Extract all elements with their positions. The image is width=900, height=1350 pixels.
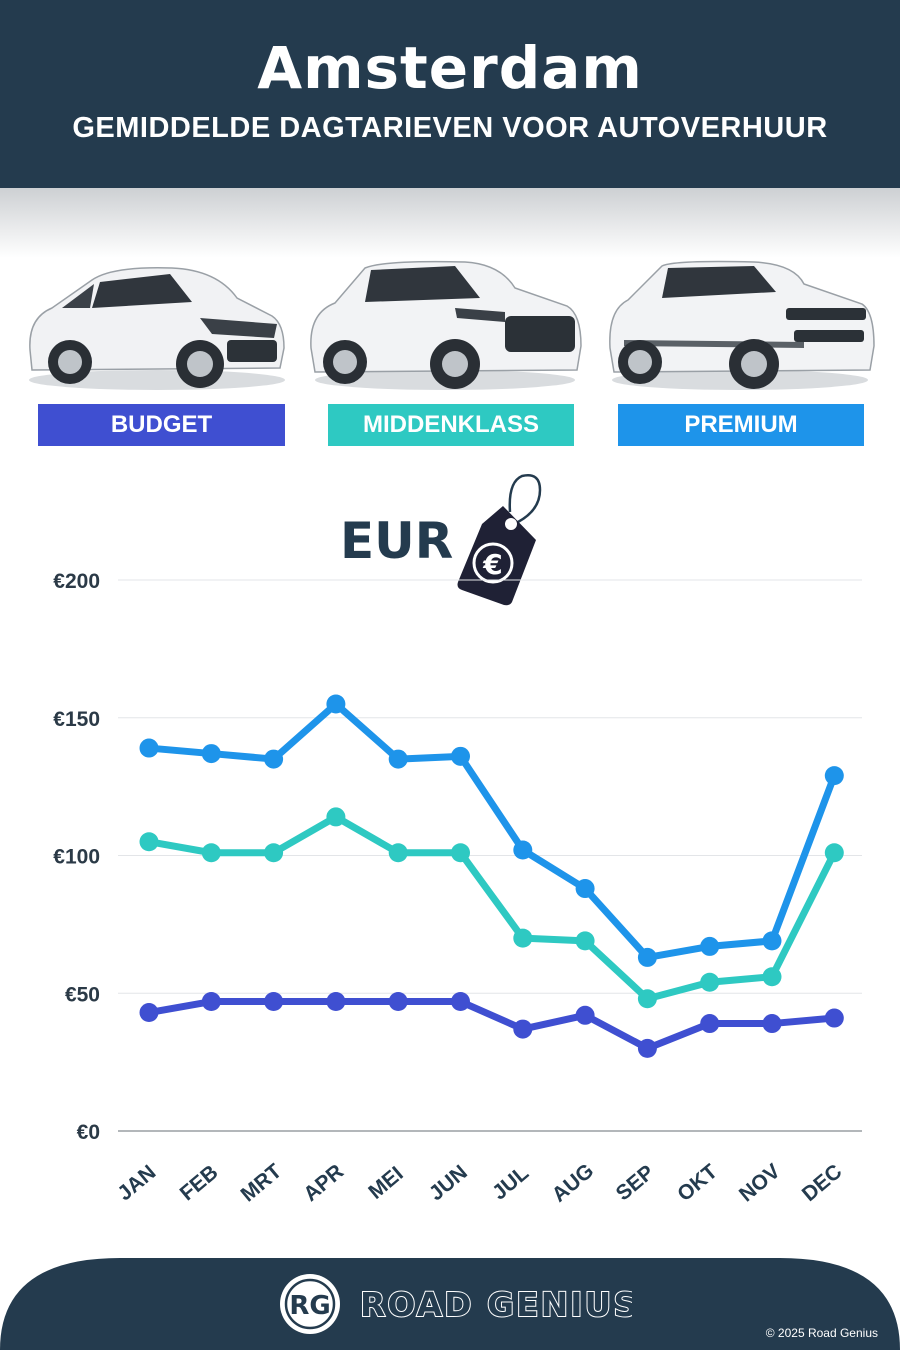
data-point xyxy=(824,843,844,863)
x-tick-label: DEC xyxy=(798,1160,847,1206)
header: Amsterdam GEMIDDELDE DAGTARIEVEN VOOR AU… xyxy=(0,0,900,188)
data-point xyxy=(139,738,159,758)
data-point xyxy=(264,992,284,1012)
data-point xyxy=(824,766,844,786)
road-genius-logo: RG ROAD GENIUS xyxy=(280,1274,632,1334)
currency-label: EUR xyxy=(340,512,454,570)
premium-car-image xyxy=(609,260,875,390)
category-badge-midsize: MIDDENKLASS xyxy=(328,404,574,446)
data-point xyxy=(326,694,346,714)
x-tick-label: JUL xyxy=(488,1161,533,1204)
x-tick-label: AUG xyxy=(548,1159,599,1207)
data-point xyxy=(264,843,284,863)
data-point xyxy=(700,936,720,956)
x-tick-label: MEI xyxy=(364,1162,407,1204)
x-tick-label: APR xyxy=(299,1160,348,1206)
data-point xyxy=(513,840,533,860)
data-point xyxy=(201,992,221,1012)
data-point xyxy=(451,746,470,766)
series-line xyxy=(145,700,838,961)
data-point xyxy=(451,843,470,863)
series-line xyxy=(145,813,838,1003)
category-badge-premium: PREMIUM xyxy=(618,404,864,446)
x-tick-label: NOV xyxy=(735,1160,785,1207)
header-shadow xyxy=(0,188,900,258)
data-point xyxy=(575,931,595,951)
data-point xyxy=(637,989,657,1009)
data-point xyxy=(264,749,284,769)
logo-brand-name: ROAD GENIUS xyxy=(360,1285,632,1324)
x-tick-label: SEP xyxy=(612,1161,659,1206)
rental-price-chart: €0 €50 €100 €150 €200 JAN FEB MRT APR MEI JUN JUL A… xyxy=(53,570,862,1207)
midsize-car-image xyxy=(310,260,582,390)
data-point xyxy=(326,807,346,827)
data-point xyxy=(201,843,221,863)
x-tick-label: JAN xyxy=(113,1161,160,1206)
series-middenklass xyxy=(139,807,844,1009)
logo-initials: RG xyxy=(289,1291,330,1321)
data-point xyxy=(637,947,657,967)
category-badge-budget: BUDGET xyxy=(38,404,285,446)
data-point xyxy=(326,992,346,1012)
series-premium xyxy=(139,694,844,967)
footer-band xyxy=(0,1258,900,1350)
budget-car-image xyxy=(29,267,285,390)
svg-text:€: € xyxy=(482,548,502,581)
data-point xyxy=(139,832,159,852)
data-point xyxy=(762,931,782,951)
data-point xyxy=(762,1014,782,1034)
data-point xyxy=(513,928,533,948)
series-line xyxy=(145,998,838,1052)
data-point xyxy=(388,749,408,769)
data-point xyxy=(637,1038,657,1058)
x-tick-label: OKT xyxy=(673,1160,722,1206)
data-point xyxy=(139,1003,159,1023)
data-point xyxy=(451,992,470,1012)
y-tick-label: €150 xyxy=(53,708,100,731)
data-point xyxy=(575,879,595,899)
page-subtitle: GEMIDDELDE DAGTARIEVEN VOOR AUTOVERHUUR xyxy=(72,112,828,144)
x-tick-label: FEB xyxy=(176,1161,223,1206)
y-tick-label: €0 xyxy=(77,1121,100,1144)
data-point xyxy=(824,1008,844,1028)
y-tick-label: €50 xyxy=(65,983,100,1006)
data-point xyxy=(575,1005,595,1025)
series-budget xyxy=(139,992,844,1058)
y-tick-label: €100 xyxy=(53,846,100,869)
data-point xyxy=(762,967,782,987)
data-point xyxy=(201,744,221,764)
data-point xyxy=(388,843,408,863)
data-point xyxy=(700,972,720,992)
data-point xyxy=(388,992,408,1012)
x-tick-label: JUN xyxy=(425,1161,472,1206)
data-point xyxy=(700,1014,720,1034)
copyright-text: © 2025 Road Genius xyxy=(765,1326,878,1340)
page-title: Amsterdam xyxy=(257,34,643,102)
x-tick-label: MRT xyxy=(237,1159,287,1206)
data-point xyxy=(513,1019,533,1039)
y-tick-label: €200 xyxy=(53,570,100,593)
